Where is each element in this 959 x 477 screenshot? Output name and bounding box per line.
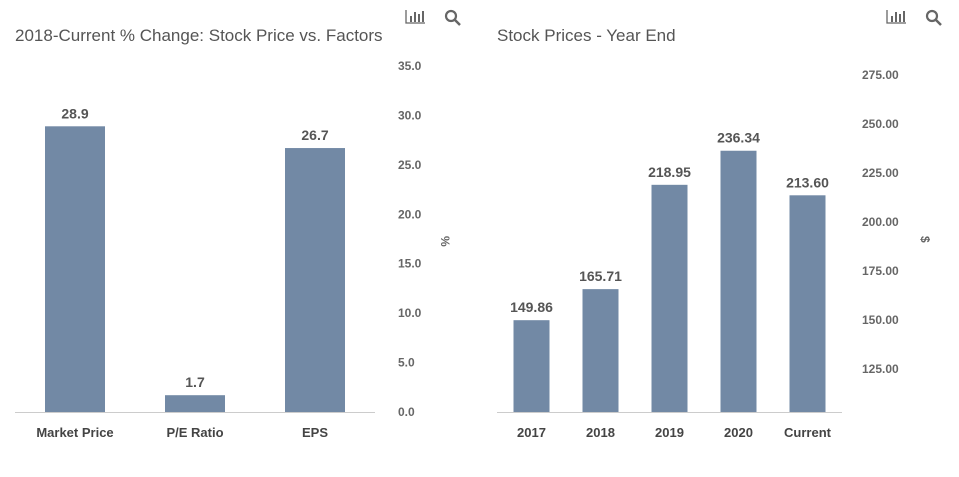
y-tick-label: 150.00 — [862, 313, 899, 327]
data-label: 28.9 — [61, 105, 88, 121]
x-tick-label: 2017 — [517, 425, 546, 440]
y-tick-label: 250.00 — [862, 117, 899, 131]
search-icon[interactable] — [444, 9, 461, 26]
y-tick-label: 15.0 — [398, 257, 422, 271]
y-tick-label: 5.0 — [398, 356, 415, 370]
data-label: 1.7 — [185, 374, 205, 390]
y-tick-label: 0.0 — [398, 405, 415, 419]
bar-2018 — [582, 289, 619, 412]
x-tick-label: 2018 — [586, 425, 615, 440]
bar-current — [789, 195, 826, 412]
bar-2017 — [513, 320, 550, 412]
x-tick-label: P/E Ratio — [166, 425, 223, 440]
y-axis-label-right: $ — [918, 236, 932, 243]
x-tick-label: Market Price — [36, 425, 113, 440]
bar-2020 — [720, 150, 757, 412]
y-axis-label-left: % — [438, 236, 452, 247]
bar-chart-icon[interactable] — [886, 9, 906, 25]
chart-title-right: Stock Prices - Year End — [497, 26, 676, 45]
data-label: 26.7 — [301, 127, 328, 143]
y-tick-label: 30.0 — [398, 108, 422, 122]
search-icon[interactable] — [925, 9, 942, 26]
y-tick-label: 125.00 — [862, 362, 899, 376]
y-tick-label: 35.0 — [398, 59, 422, 73]
bar-chart-icon[interactable] — [405, 9, 425, 25]
y-tick-label: 20.0 — [398, 207, 422, 221]
y-tick-label: 25.0 — [398, 158, 422, 172]
y-tick-label: 225.00 — [862, 166, 899, 180]
x-tick-label: 2019 — [655, 425, 684, 440]
x-tick-label: Current — [784, 425, 832, 440]
y-tick-label: 175.00 — [862, 264, 899, 278]
data-label: 236.34 — [717, 130, 760, 146]
bar-2019 — [651, 184, 688, 412]
data-label: 165.71 — [579, 268, 622, 284]
bar-eps — [285, 148, 345, 412]
y-tick-label: 275.00 — [862, 68, 899, 82]
bar-market-price — [45, 126, 105, 412]
chart-title-left: 2018-Current % Change: Stock Price vs. F… — [15, 26, 383, 45]
x-tick-label: EPS — [302, 425, 328, 440]
x-tick-label: 2020 — [724, 425, 753, 440]
y-tick-label: 10.0 — [398, 306, 422, 320]
y-tick-label: 200.00 — [862, 215, 899, 229]
data-label: 149.86 — [510, 299, 553, 315]
bar-p-e-ratio — [165, 395, 225, 412]
data-label: 218.95 — [648, 164, 691, 180]
data-label: 213.60 — [786, 174, 829, 190]
